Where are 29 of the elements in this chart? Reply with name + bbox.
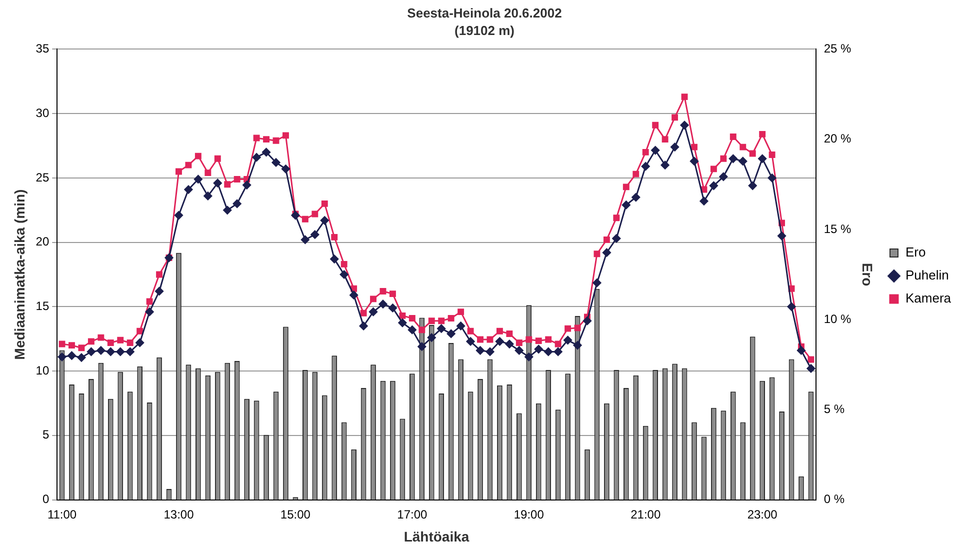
y-tick-label: 10 [36,363,50,378]
chart-title: Seesta-Heinola 20.6.2002 [407,5,562,20]
y2-axis-title: Ero [860,262,876,286]
x-tick-label: 13:00 [164,507,194,522]
y-tick-label: 15 [36,299,50,313]
y2-tick-label: 20 % [824,132,852,146]
x-tick-label: 21:00 [630,507,661,522]
y2-tick-label: 15 % [824,222,852,236]
y2-tick-label: 25 % [824,42,852,56]
legend-label: Kamera [905,290,952,306]
legend-label: Ero [905,244,926,260]
y-tick-label: 35 [36,42,50,56]
y2-tick-label: 5 % [824,402,845,416]
y-tick-label: 30 [36,106,50,120]
x-tick-label: 17:00 [397,507,428,522]
x-axis-title: Lähtöaika [404,528,470,544]
y-tick-label: 0 [42,492,50,506]
y-tick-label: 5 [42,428,50,442]
y-tick-label: 25 [36,170,50,184]
x-tick-label: 19:00 [514,507,544,522]
legend-label: Puhelin [905,268,949,283]
y-tick-label: 20 [36,234,50,249]
y-axis-title: Mediaanimatka-aika (min) [11,189,28,360]
x-tick-label: 11:00 [47,507,77,522]
y2-tick-label: 0 % [824,492,845,506]
chart-subtitle: (19102 m) [454,22,514,38]
y2-tick-label: 10 % [824,312,852,326]
x-tick-label: 15:00 [280,507,311,522]
x-tick-label: 23:00 [747,507,778,522]
